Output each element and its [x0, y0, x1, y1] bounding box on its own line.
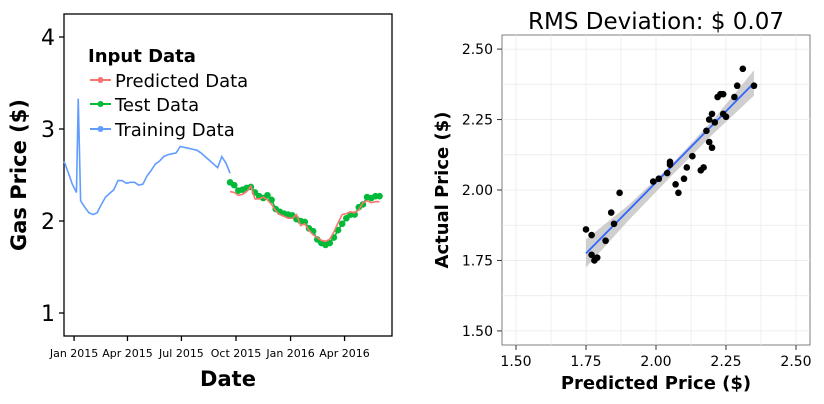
scatter-chart-x-axis-title: Predicted Price ($) — [561, 373, 751, 394]
scatter-point — [582, 226, 590, 233]
series-training-data — [63, 98, 231, 216]
scatter-point — [733, 82, 741, 90]
scatter-point — [672, 181, 679, 188]
scatter-chart-title: RMS Deviation: $ 0.07 — [528, 9, 784, 35]
line-chart-panel — [63, 13, 393, 337]
scatter-point — [705, 116, 713, 123]
scatter-x-tick-label: 1.50 — [500, 354, 531, 370]
scatter-point — [711, 119, 719, 126]
scatter-point — [593, 254, 601, 261]
scatter-point — [739, 65, 747, 73]
legend-label-training: Training Data — [114, 120, 235, 141]
scatter-chart-y-ticks: 1.50 1.75 2.00 2.25 2.50 — [462, 42, 502, 340]
line-chart-x-tick-label: Oct 2015 — [211, 347, 262, 360]
line-chart-y-tick-label: 2 — [41, 210, 55, 235]
series-test-data — [226, 179, 383, 249]
series-point-test-data — [230, 181, 238, 189]
scatter-chart-points — [582, 65, 758, 264]
scatter-x-tick-label: 2.25 — [710, 354, 741, 370]
scatter-point — [616, 189, 623, 197]
scatter-point — [602, 237, 609, 245]
scatter-point — [683, 164, 691, 171]
scatter-y-tick-label: 2.00 — [462, 183, 493, 199]
scatter-x-tick-label: 2.50 — [780, 354, 811, 370]
scatter-chart-x-ticks: 1.50 1.75 2.00 2.25 2.50 — [500, 345, 812, 370]
series-point-test-data — [264, 191, 271, 199]
line-chart-legend: Input Data Predicted Data Test Data Trai… — [88, 46, 248, 141]
scatter-point — [689, 152, 696, 160]
scatter-point — [663, 169, 671, 177]
legend-entry-test: Test Data — [90, 95, 199, 116]
scatter-point — [588, 231, 595, 239]
line-chart-x-tick-label: Apr 2015 — [102, 347, 153, 360]
line-chart: 1 2 3 4 Jan 2015 Apr 2015 Jul 2015 Oct 2015 Jan… — [7, 13, 393, 391]
scatter-y-tick-label: 1.50 — [462, 324, 493, 340]
line-chart-y-axis-title: Gas Price ($) — [7, 99, 31, 251]
scatter-y-tick-label: 1.75 — [462, 253, 493, 269]
series-point-test-data — [376, 192, 383, 200]
line-chart-x-tick-label: Jan 2016 — [265, 347, 314, 360]
legend-entry-predicted: Predicted Data — [90, 71, 248, 92]
scatter-point — [705, 138, 713, 146]
legend-label-predicted: Predicted Data — [115, 71, 248, 92]
scatter-point — [750, 82, 758, 90]
scatter-chart: RMS Deviation: $ 0.07 1.50 1.75 2.00 2.25 2.… — [432, 9, 812, 394]
legend-entry-training: Training Data — [90, 120, 235, 141]
line-chart-y-tick-label: 1 — [41, 302, 55, 327]
series-point-test-data — [338, 220, 346, 228]
series-point-test-data — [326, 239, 334, 247]
legend-key-test-dot — [97, 101, 104, 107]
scatter-x-tick-label: 1.75 — [570, 354, 601, 370]
line-chart-y-tick-label: 3 — [41, 118, 55, 143]
scatter-point — [655, 175, 663, 183]
scatter-point — [588, 251, 595, 259]
line-chart-x-tick-label: Jan 2015 — [49, 347, 98, 360]
line-chart-y-tick-label: 4 — [41, 26, 55, 51]
scatter-chart-y-axis-title: Actual Price ($) — [432, 112, 453, 269]
scatter-point — [703, 127, 710, 135]
line-chart-x-tick-label: Apr 2016 — [319, 347, 370, 360]
scatter-point — [610, 220, 618, 228]
scatter-point — [675, 189, 682, 197]
scatter-y-tick-label: 2.50 — [462, 42, 493, 58]
scatter-point — [708, 144, 716, 152]
legend-key-training-dot — [97, 126, 104, 132]
scatter-x-tick-label: 2.00 — [640, 354, 671, 370]
scatter-point — [680, 175, 688, 183]
legend-title: Input Data — [88, 46, 196, 67]
series-predicted-data — [229, 184, 380, 243]
legend-label-test: Test Data — [114, 95, 199, 116]
legend-key-predicted-dot — [97, 77, 104, 83]
scatter-point — [708, 110, 716, 118]
scatter-point — [719, 90, 727, 98]
line-chart-x-ticks: Jan 2015 Apr 2015 Jul 2015 Oct 2015 Jan 2016… — [49, 336, 370, 360]
scatter-y-tick-label: 2.25 — [462, 113, 493, 129]
line-chart-y-ticks: 1 2 3 4 — [41, 26, 64, 327]
scatter-point — [722, 113, 730, 121]
series-line-training-data — [63, 98, 231, 216]
scatter-point — [700, 164, 707, 171]
line-chart-x-tick-label: Jul 2015 — [158, 347, 204, 360]
scatter-point — [731, 93, 738, 101]
series-point-test-data — [334, 226, 342, 234]
line-chart-series-layer — [63, 98, 383, 249]
line-chart-x-axis-title: Date — [200, 367, 256, 391]
series-line-predicted-data — [229, 184, 380, 243]
scatter-point — [666, 161, 674, 168]
scatter-point — [649, 178, 657, 185]
scatter-point — [607, 209, 615, 216]
series-point-test-data — [301, 218, 309, 226]
